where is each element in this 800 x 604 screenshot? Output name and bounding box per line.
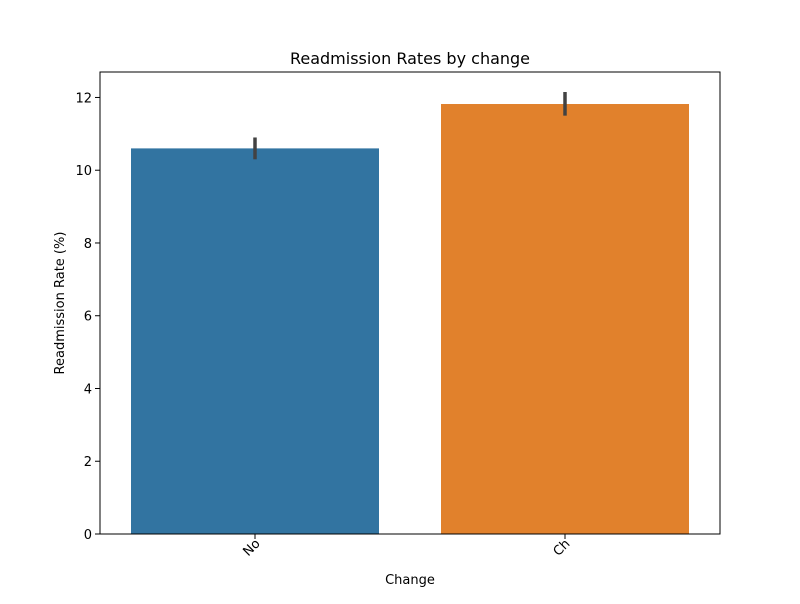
y-axis-label: Readmission Rate (%) bbox=[53, 232, 68, 375]
x-tick-label: Ch bbox=[551, 537, 574, 560]
chart-title: Readmission Rates by change bbox=[290, 49, 530, 68]
y-tick-label: 8 bbox=[84, 237, 92, 252]
bar-no bbox=[131, 148, 379, 534]
x-axis-ticks: No Ch bbox=[240, 534, 573, 560]
error-bars-group bbox=[253, 92, 567, 160]
bars-group bbox=[131, 104, 689, 534]
y-axis-ticks: 0 2 4 6 8 10 12 bbox=[75, 91, 100, 543]
bar-ch bbox=[441, 104, 689, 534]
y-tick-label: 10 bbox=[75, 164, 92, 179]
y-tick-label: 0 bbox=[84, 528, 92, 543]
y-tick-label: 4 bbox=[84, 382, 92, 397]
y-tick-label: 2 bbox=[84, 455, 92, 470]
x-axis-label: Change bbox=[385, 573, 435, 588]
x-tick-label: No bbox=[240, 536, 263, 559]
y-tick-label: 12 bbox=[75, 91, 92, 106]
y-tick-label: 6 bbox=[84, 310, 92, 325]
plot-area-frame bbox=[99, 71, 721, 535]
